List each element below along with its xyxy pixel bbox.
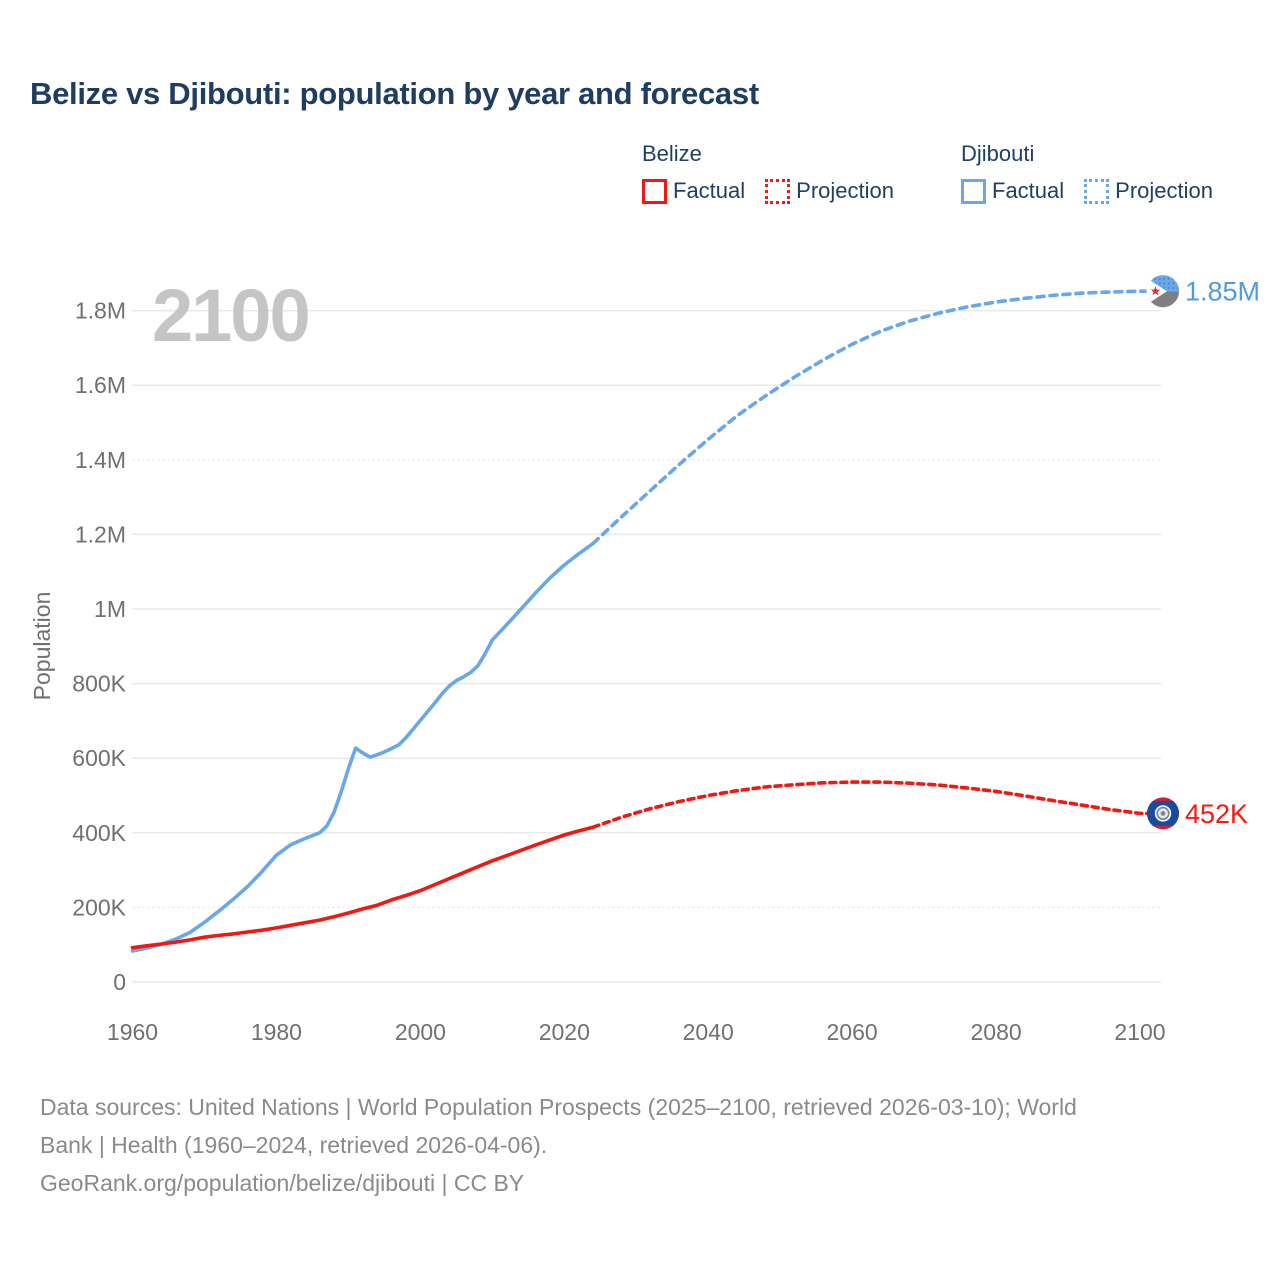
x-tick-label: 2040 [683,1019,734,1045]
djibouti-end-label: 1.85M [1185,277,1260,307]
legend-item-label: Projection [796,178,894,203]
y-tick-label: 400K [72,820,126,846]
legend-group-name: Belize [642,141,702,166]
legend-item-djibouti-projection[interactable]: Projection [1084,178,1213,204]
belize-factual-line [130,825,595,950]
watermark-year: 2100 [152,274,309,357]
footer: Data sources: United Nations | World Pop… [40,1088,1250,1202]
y-tick-label: 1M [94,596,126,622]
legend-group-name: Djibouti [961,141,1035,166]
djibouti-flag-marker-icon [1146,274,1180,308]
belize-factual-swatch [642,178,667,204]
legend-item-belize-projection[interactable]: Projection [765,178,894,204]
x-tick-label: 1980 [251,1019,302,1045]
chart-title: Belize vs Djibouti: population by year a… [30,76,759,111]
data-sources-line-1: Data sources: United Nations | World Pop… [40,1094,1077,1120]
y-tick-label: 1.8M [75,298,126,324]
x-axis-tick-labels: 1960 1980 2000 2020 2040 2060 2080 2100 [107,1019,1166,1045]
x-tick-label: 2080 [971,1019,1022,1045]
legend-group-djibouti: Djibouti Factual Projection [961,141,1213,204]
y-tick-label: 1.2M [75,521,126,547]
djibouti-projection-line [591,289,1152,546]
belize-projection-swatch [765,178,791,204]
belize-projection-line [591,780,1152,829]
y-axis-title: Population [29,592,55,701]
y-tick-label: 1.6M [75,372,126,398]
legend-item-label: Factual [992,178,1065,203]
legend-item-djibouti-factual[interactable]: Factual [961,178,1064,204]
y-axis-tick-labels: 1.8M 1.6M 1.4M 1.2M 1M 800K 600K 400K 200K 0 [72,298,126,995]
legend-item-label: Factual [673,178,746,203]
y-tick-label: 600K [72,745,126,771]
gridlines [132,309,1161,983]
legend-item-label: Projection [1115,178,1213,203]
x-tick-label: 2060 [827,1019,878,1045]
y-tick-label: 1.4M [75,447,126,473]
data-sources-line-2: Bank | Health (1960–2024, retrieved 2026… [40,1132,548,1158]
y-tick-label: 200K [72,894,126,920]
x-tick-label: 1960 [107,1019,158,1045]
y-tick-label: 800K [72,671,126,697]
attribution-line: GeoRank.org/population/belize/djibouti |… [40,1170,525,1196]
legend-item-belize-factual[interactable]: Factual [642,178,745,204]
x-tick-label: 2020 [539,1019,590,1045]
x-tick-label: 2000 [395,1019,446,1045]
belize-flag-marker-icon [1147,797,1179,830]
djibouti-projection-swatch [1084,178,1110,204]
y-tick-label: 0 [113,969,126,995]
djibouti-factual-swatch [961,178,986,204]
legend-group-belize: Belize Factual Projection [642,141,894,204]
x-tick-label: 2100 [1114,1019,1165,1045]
djibouti-factual-line [130,541,595,953]
belize-end-label: 452K [1185,799,1248,829]
